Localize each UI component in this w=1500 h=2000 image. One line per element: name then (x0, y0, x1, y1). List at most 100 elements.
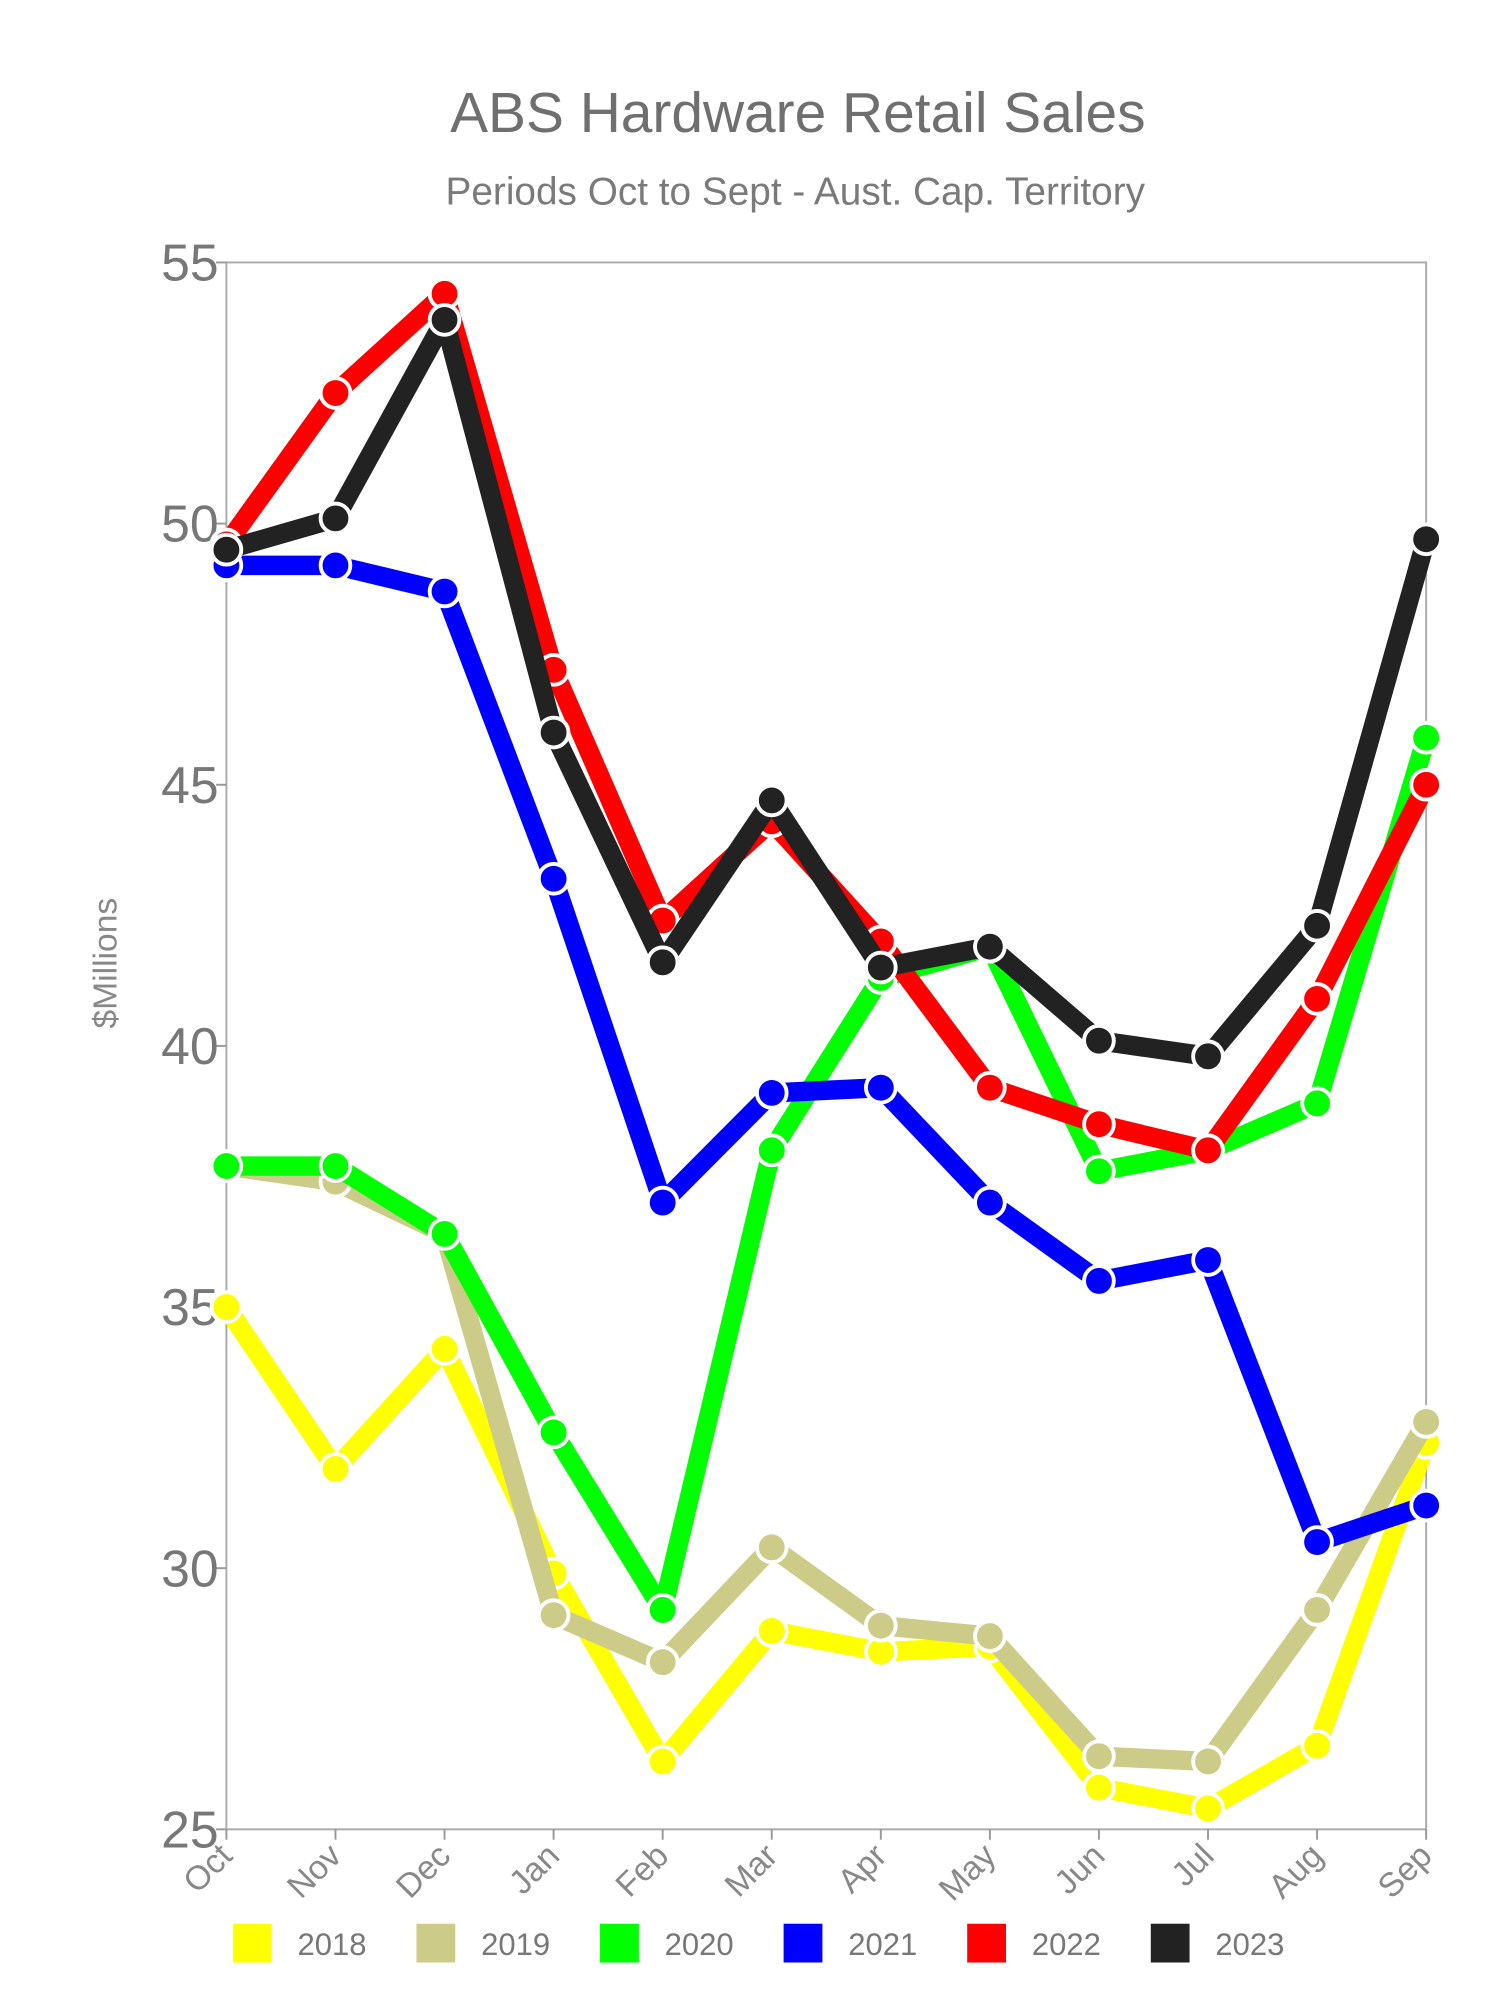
data-point[interactable] (754, 783, 789, 818)
data-point[interactable] (1191, 1133, 1225, 1168)
data-point[interactable] (1082, 1770, 1116, 1805)
data-point[interactable] (427, 1332, 462, 1366)
data-point[interactable] (209, 532, 244, 567)
data-point[interactable] (318, 1452, 353, 1486)
data-point[interactable] (1409, 1405, 1443, 1439)
data-point[interactable] (318, 501, 353, 536)
data-point[interactable] (1409, 767, 1443, 802)
data-point[interactable] (209, 1149, 244, 1183)
data-point[interactable] (973, 1185, 1007, 1220)
data-point[interactable] (1191, 1744, 1225, 1779)
data-point[interactable] (645, 1593, 680, 1627)
data-point[interactable] (864, 1608, 898, 1643)
data-point[interactable] (1082, 1264, 1116, 1298)
legend-swatch (783, 1923, 823, 1963)
legend-item-2020[interactable]: 2020 (600, 1923, 734, 1963)
data-point[interactable] (536, 715, 571, 750)
data-point[interactable] (645, 1185, 680, 1220)
legend-label: 2020 (665, 1927, 734, 1962)
data-point[interactable] (1300, 908, 1334, 943)
data-point[interactable] (1191, 1791, 1225, 1826)
data-point[interactable] (209, 1290, 244, 1324)
series-2021 (209, 548, 1443, 1559)
y-axis: 25 30 35 40 45 50 55 (161, 234, 227, 1858)
series-2023 (209, 303, 1443, 1074)
data-point[interactable] (536, 861, 571, 896)
legend-item-2021[interactable]: 2021 (783, 1923, 918, 1963)
series-2020 (209, 720, 1443, 1627)
legend-swatch (232, 1923, 272, 1963)
data-point[interactable] (318, 1149, 353, 1183)
y-tick-label: 45 (161, 756, 219, 814)
data-point[interactable] (1082, 1107, 1116, 1142)
legend-swatch (416, 1923, 456, 1963)
data-point[interactable] (645, 1645, 680, 1680)
series-line (223, 310, 1436, 1067)
legend-swatch (967, 1923, 1006, 1963)
x-tick-label: Jul (1165, 1837, 1222, 1894)
data-point[interactable] (645, 945, 680, 980)
y-tick-label: 25 (161, 1800, 219, 1858)
chart-subtitle: Periods Oct to Sept - Aust. Cap. Territo… (445, 170, 1145, 213)
data-point[interactable] (1300, 1593, 1334, 1627)
data-point[interactable] (1191, 1039, 1225, 1074)
data-point[interactable] (1409, 720, 1443, 755)
legend: 2018 2019 2020 2021 2022 2023 (232, 1923, 1285, 1963)
legend-label: 2021 (848, 1927, 917, 1962)
series-line (225, 1156, 1435, 1772)
data-point[interactable] (536, 1415, 571, 1450)
data-point[interactable] (1300, 982, 1334, 1016)
series-2018 (209, 1290, 1443, 1826)
series-line (226, 555, 1430, 1552)
data-point[interactable] (645, 1744, 680, 1779)
legend-item-2022[interactable]: 2022 (967, 1923, 1101, 1963)
chart-title: ABS Hardware Retail Sales (450, 82, 1145, 145)
legend-item-2019[interactable]: 2019 (416, 1923, 550, 1963)
data-point[interactable] (427, 574, 462, 609)
x-axis: Oct Nov Dec Jan Feb Mar Apr May Jun Jul Aug Sep (177, 1829, 1440, 1908)
data-point[interactable] (973, 929, 1007, 964)
y-tick-label: 40 (161, 1017, 219, 1075)
series-group (209, 276, 1443, 1826)
x-tick-label: Jun (1048, 1837, 1112, 1901)
data-point[interactable] (1082, 1023, 1116, 1058)
data-point[interactable] (1082, 1739, 1116, 1774)
y-tick-label: 30 (161, 1539, 219, 1597)
legend-item-2018[interactable]: 2018 (232, 1923, 367, 1963)
data-point[interactable] (1300, 1086, 1334, 1121)
x-tick-label: Feb (609, 1837, 676, 1904)
data-point[interactable] (1300, 1728, 1334, 1763)
data-point[interactable] (864, 950, 898, 985)
y-tick-label: 50 (161, 495, 219, 553)
x-tick-label: May (932, 1837, 1003, 1908)
data-point[interactable] (1082, 1154, 1116, 1189)
legend-label: 2019 (481, 1927, 550, 1962)
x-tick-label: Apr (831, 1837, 894, 1900)
data-point[interactable] (1409, 1488, 1443, 1523)
x-tick-label: Nov (280, 1837, 349, 1906)
data-point[interactable] (427, 1217, 462, 1251)
data-point[interactable] (973, 1070, 1007, 1105)
data-point[interactable] (318, 548, 353, 583)
data-point[interactable] (1409, 522, 1443, 557)
legend-label: 2018 (298, 1927, 367, 1962)
data-point[interactable] (318, 376, 353, 410)
legend-swatch (600, 1923, 639, 1963)
x-tick-label: Sep (1371, 1837, 1439, 1905)
series-line (218, 1301, 1436, 1819)
legend-item-2023[interactable]: 2023 (1150, 1923, 1285, 1963)
data-point[interactable] (1300, 1525, 1334, 1559)
legend-label: 2023 (1215, 1927, 1284, 1962)
data-point[interactable] (1191, 1243, 1225, 1277)
data-point[interactable] (427, 303, 462, 337)
legend-swatch (1150, 1923, 1190, 1963)
data-point[interactable] (754, 1614, 789, 1648)
data-point[interactable] (754, 1076, 789, 1110)
data-point[interactable] (754, 1133, 789, 1168)
data-point[interactable] (754, 1530, 789, 1565)
series-line (226, 734, 1436, 1620)
data-point[interactable] (536, 1598, 571, 1633)
x-tick-label: Jan (503, 1837, 567, 1901)
data-point[interactable] (864, 1070, 898, 1105)
data-point[interactable] (973, 1619, 1007, 1653)
